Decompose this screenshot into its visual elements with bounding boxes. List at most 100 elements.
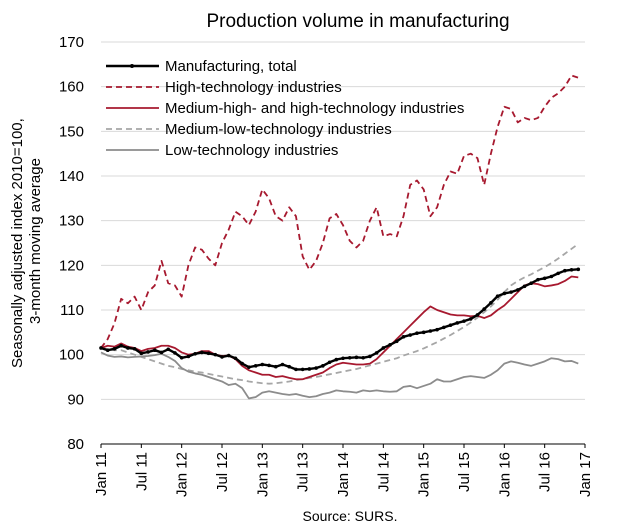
data-point xyxy=(536,277,540,282)
legend-label: High-technology industries xyxy=(165,79,342,96)
x-tick-label: Jul 12 xyxy=(214,452,231,492)
data-point xyxy=(415,331,419,336)
data-point xyxy=(99,346,103,350)
legend-label: Medium-high- and high-technology industr… xyxy=(165,100,464,117)
x-tick-label: Jan 14 xyxy=(335,452,352,497)
data-point xyxy=(327,360,332,365)
data-point xyxy=(408,333,413,337)
data-point xyxy=(152,348,157,353)
data-point xyxy=(569,268,574,272)
data-point xyxy=(260,362,265,367)
data-point xyxy=(294,367,298,372)
gridlines xyxy=(101,41,585,400)
data-point xyxy=(576,267,581,272)
y-tick-label: 80 xyxy=(67,436,84,453)
data-point xyxy=(361,355,365,360)
data-point xyxy=(421,330,426,335)
y-tick-label: 100 xyxy=(59,347,84,364)
y-tick-label: 140 xyxy=(59,168,84,185)
data-point xyxy=(381,346,386,350)
x-tick-label: Jul 13 xyxy=(295,452,312,492)
data-point xyxy=(435,327,439,332)
data-point xyxy=(502,291,507,296)
data-point xyxy=(200,350,204,355)
y-tick-labels: 80 90 100 110 120 130 140 150 160 170 xyxy=(59,34,84,453)
data-point xyxy=(462,319,466,323)
data-point xyxy=(300,367,305,372)
y-tick-label: 170 xyxy=(59,34,84,51)
y-tick-label: 150 xyxy=(59,123,84,140)
data-point xyxy=(468,317,473,321)
x-tick-label: Jul 14 xyxy=(375,452,392,492)
data-point xyxy=(489,301,493,305)
x-tick-label: Jan 17 xyxy=(577,452,594,497)
x-tick-label: Jan 13 xyxy=(254,452,271,497)
data-point xyxy=(220,355,224,359)
x-tick-label: Jul 15 xyxy=(456,452,473,492)
x-tick-label: Jul 11 xyxy=(133,452,150,491)
data-point xyxy=(388,343,392,347)
data-point xyxy=(354,355,359,360)
x-tick-label: Jan 12 xyxy=(174,452,191,497)
y-tick-label: 160 xyxy=(59,79,84,96)
data-point xyxy=(253,364,258,368)
data-point xyxy=(166,347,171,352)
data-point xyxy=(314,366,318,370)
chart-title: Production volume in manufacturing xyxy=(206,11,509,32)
data-point xyxy=(563,268,567,273)
data-point xyxy=(455,321,460,325)
data-point xyxy=(240,361,244,366)
series-lines xyxy=(99,74,581,400)
data-point xyxy=(159,350,164,355)
legend-label: Low-technology industries xyxy=(165,142,338,159)
x-tick-label: Jan 16 xyxy=(496,452,513,497)
x-tick-label: Jul 16 xyxy=(537,452,554,492)
data-point xyxy=(556,271,560,276)
x-tick-label: Jan 15 xyxy=(416,452,433,497)
data-point xyxy=(273,364,278,369)
data-point xyxy=(193,351,197,356)
legend: Manufacturing, total High-technology indu… xyxy=(106,58,464,159)
data-point xyxy=(347,355,352,360)
data-point xyxy=(186,354,191,359)
data-point xyxy=(529,281,534,286)
y-tick-label: 130 xyxy=(59,213,84,230)
data-point xyxy=(334,357,339,362)
data-point xyxy=(105,348,110,353)
data-point xyxy=(206,351,211,356)
data-point xyxy=(394,339,399,344)
data-point xyxy=(146,350,150,354)
data-point xyxy=(341,356,345,361)
legend-marker xyxy=(130,64,134,68)
x-tick-labels: Jan 11 Jul 11 Jan 12 Jul 12 Jan 13 Jul 13 Jan … xyxy=(93,452,594,497)
data-point xyxy=(509,290,513,294)
y-axis-label: Seasonally adjusted index 2010=100, 3-mo… xyxy=(9,114,44,368)
data-point xyxy=(515,288,520,292)
data-point xyxy=(321,364,325,368)
data-point xyxy=(226,353,231,358)
data-point xyxy=(549,274,554,279)
y-tick-label: 120 xyxy=(59,257,84,274)
legend-label: Manufacturing, total xyxy=(165,58,297,75)
data-point xyxy=(368,354,372,359)
data-point xyxy=(482,307,486,311)
data-point xyxy=(139,351,144,356)
data-point xyxy=(132,347,137,351)
axes xyxy=(100,443,586,448)
data-point xyxy=(247,365,251,369)
data-point xyxy=(119,343,123,348)
data-point xyxy=(448,323,453,327)
series-line-3 xyxy=(100,243,579,385)
x-tick-label: Jan 11 xyxy=(93,452,110,496)
data-point xyxy=(374,351,379,355)
data-point xyxy=(280,362,285,367)
data-point xyxy=(475,313,480,317)
data-point xyxy=(179,355,184,360)
y-tick-label: 110 xyxy=(60,302,84,319)
data-point xyxy=(495,294,500,298)
series-line-2 xyxy=(100,275,579,381)
legend-label: Medium-low-technology industries xyxy=(165,121,392,138)
data-point xyxy=(213,352,218,357)
data-point xyxy=(126,346,130,350)
